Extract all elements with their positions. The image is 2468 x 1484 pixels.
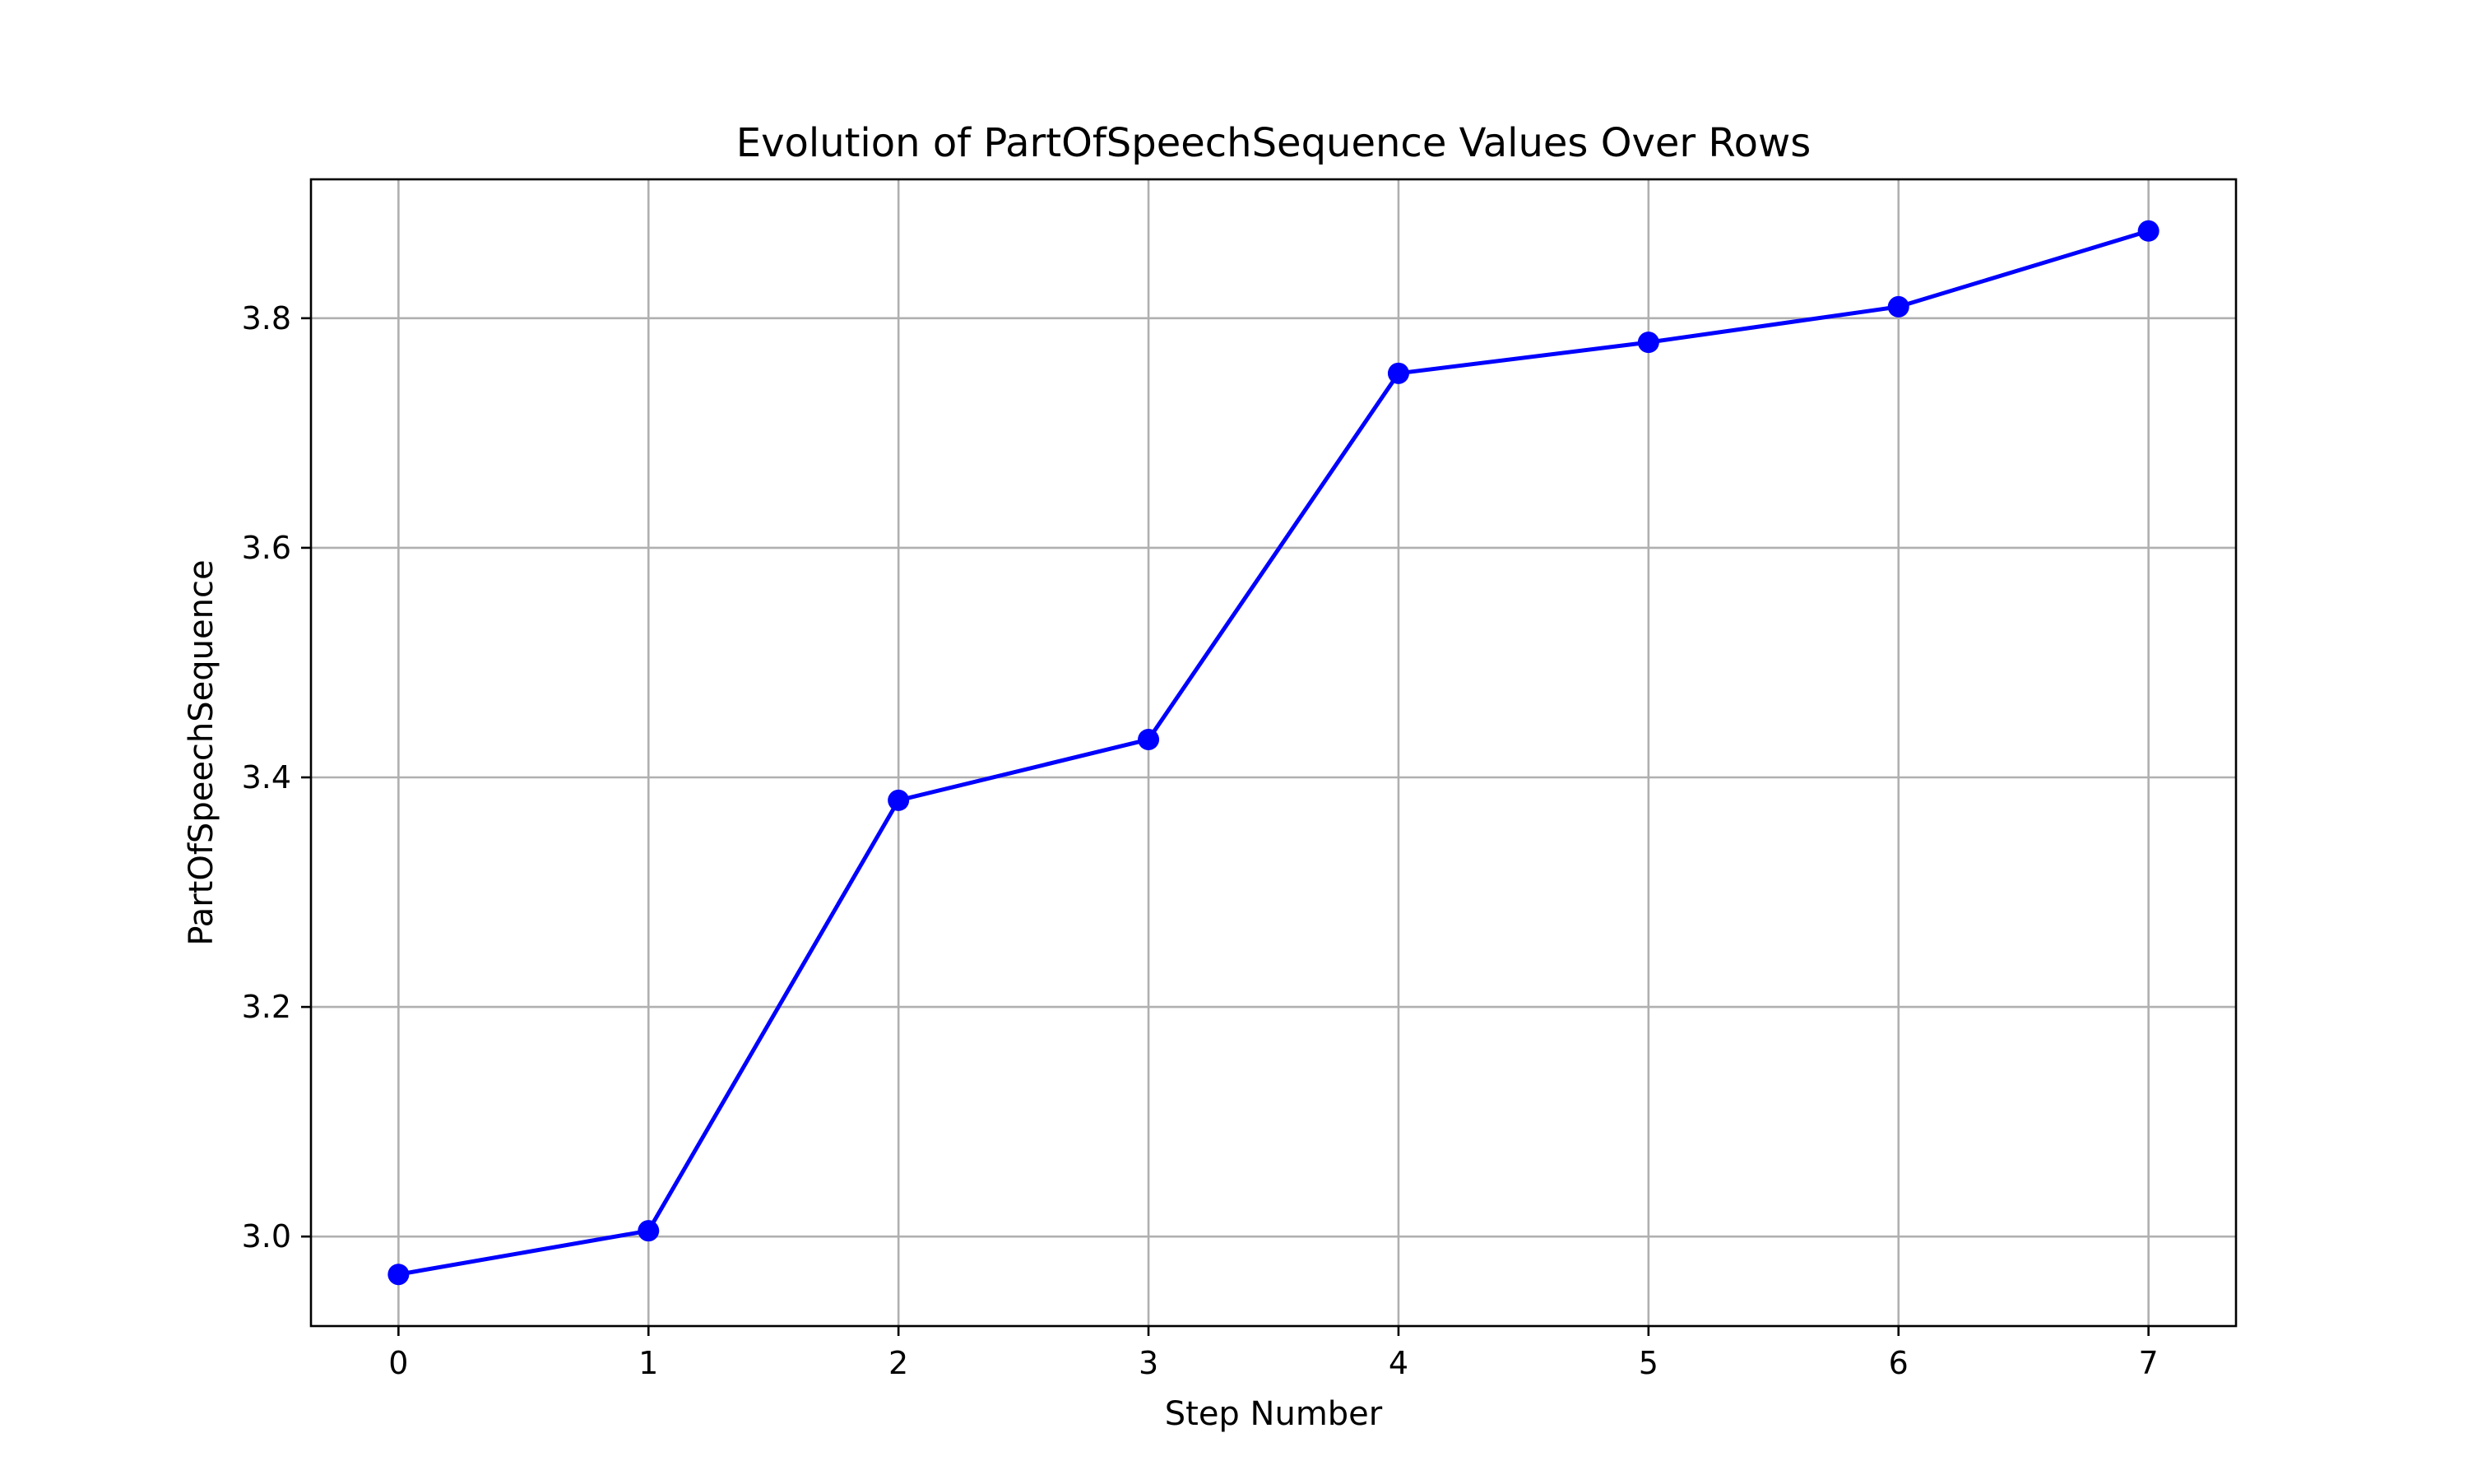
series-line-layer <box>387 220 2160 1286</box>
x-tick-label: 0 <box>388 1345 408 1381</box>
data-point <box>638 1220 660 1242</box>
y-tick-label: 3.0 <box>242 1218 291 1254</box>
data-point <box>2137 220 2160 242</box>
y-tick-label: 3.2 <box>242 989 291 1025</box>
y-axis-label: PartOfSpeechSequence <box>183 559 220 945</box>
data-point <box>1637 332 1659 354</box>
tick-labels: 0 1 2 3 4 5 6 7 3.0 3.2 3.4 3.6 3.8 <box>242 300 2159 1381</box>
plot-area-frame <box>309 178 2238 1328</box>
x-tick-label: 7 <box>2139 1345 2159 1381</box>
data-point <box>1887 295 1909 318</box>
x-tick-label: 4 <box>1389 1345 1408 1381</box>
y-tick-label: 3.8 <box>242 300 291 336</box>
grid-lines <box>311 179 2236 1326</box>
x-tick-label: 3 <box>1139 1345 1158 1381</box>
x-tick-label: 1 <box>638 1345 658 1381</box>
data-point <box>387 1264 410 1286</box>
x-tick-label: 5 <box>1639 1345 1658 1381</box>
x-tick-label: 2 <box>888 1345 908 1381</box>
data-point <box>1387 362 1409 384</box>
series-line <box>397 229 2150 1277</box>
y-tick-label: 3.6 <box>242 530 291 566</box>
chart-title: Evolution of PartOfSpeechSequence Values… <box>736 120 1811 166</box>
tick-marks <box>301 317 2150 1336</box>
y-tick-label: 3.4 <box>242 759 291 795</box>
data-point <box>888 789 910 811</box>
x-axis-label: Step Number <box>1165 1395 1383 1433</box>
x-tick-label: 6 <box>1889 1345 1909 1381</box>
data-point <box>1138 728 1160 750</box>
